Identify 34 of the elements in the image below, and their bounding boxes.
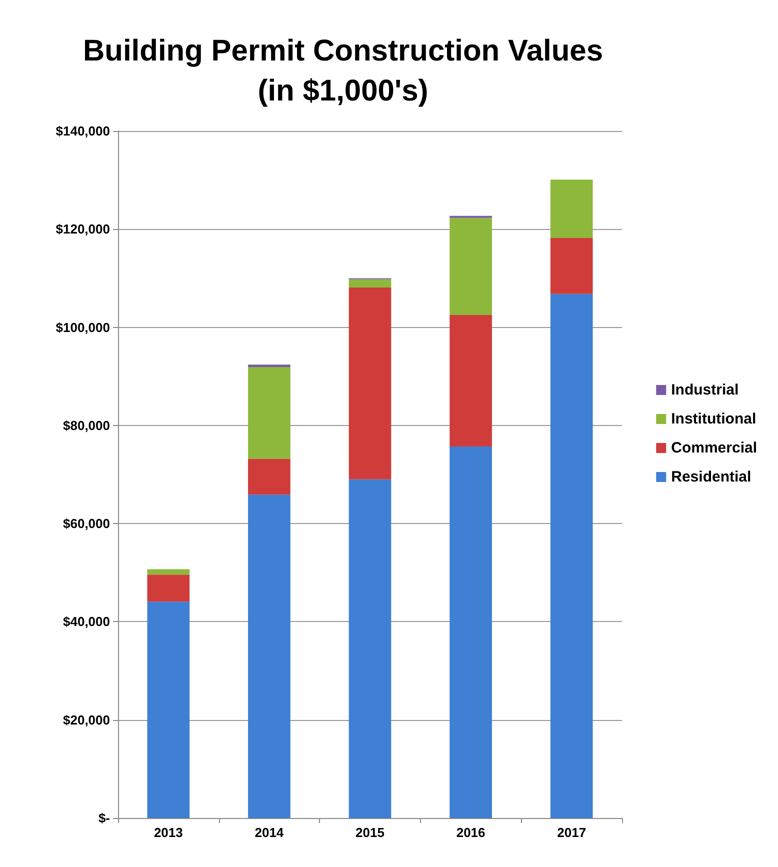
bar xyxy=(450,218,492,316)
y-tick-label: $80,000 xyxy=(63,418,110,433)
y-tick-label: $140,000 xyxy=(56,124,110,138)
bar xyxy=(348,479,392,818)
bar xyxy=(550,180,593,238)
bar xyxy=(147,602,190,818)
bar xyxy=(248,494,290,818)
y-tick-label: $- xyxy=(98,810,110,826)
chart-title: Building Permit Construction Values (in $1,000's) xyxy=(82,34,604,108)
legend-label: Industrial xyxy=(671,382,739,398)
bar xyxy=(348,288,392,480)
bar xyxy=(248,458,290,495)
bar xyxy=(348,279,392,288)
bar xyxy=(147,574,190,602)
x-tick-label: 2013 xyxy=(154,825,183,840)
y-tick-label: $60,000 xyxy=(63,516,110,532)
bar xyxy=(550,294,593,818)
bar xyxy=(248,364,290,368)
y-tick-label: $100,000 xyxy=(56,320,110,335)
x-tick-label: 2015 xyxy=(356,825,384,840)
x-tick-label: 2017 xyxy=(557,825,586,840)
x-tick-label: 2014 xyxy=(254,825,284,840)
legend-label: Institutional xyxy=(671,410,756,428)
y-tick-label: $40,000 xyxy=(63,614,110,630)
y-tick-label: $120,000 xyxy=(56,222,110,237)
bar xyxy=(450,315,492,447)
bar xyxy=(550,238,593,294)
bar xyxy=(248,367,290,459)
bar xyxy=(147,569,190,575)
legend-label: Commercial xyxy=(671,440,758,456)
bar xyxy=(450,446,492,818)
x-tick-label: 2016 xyxy=(456,825,486,840)
y-tick-label: $20,000 xyxy=(63,712,110,728)
legend-label: Residential xyxy=(671,468,752,486)
